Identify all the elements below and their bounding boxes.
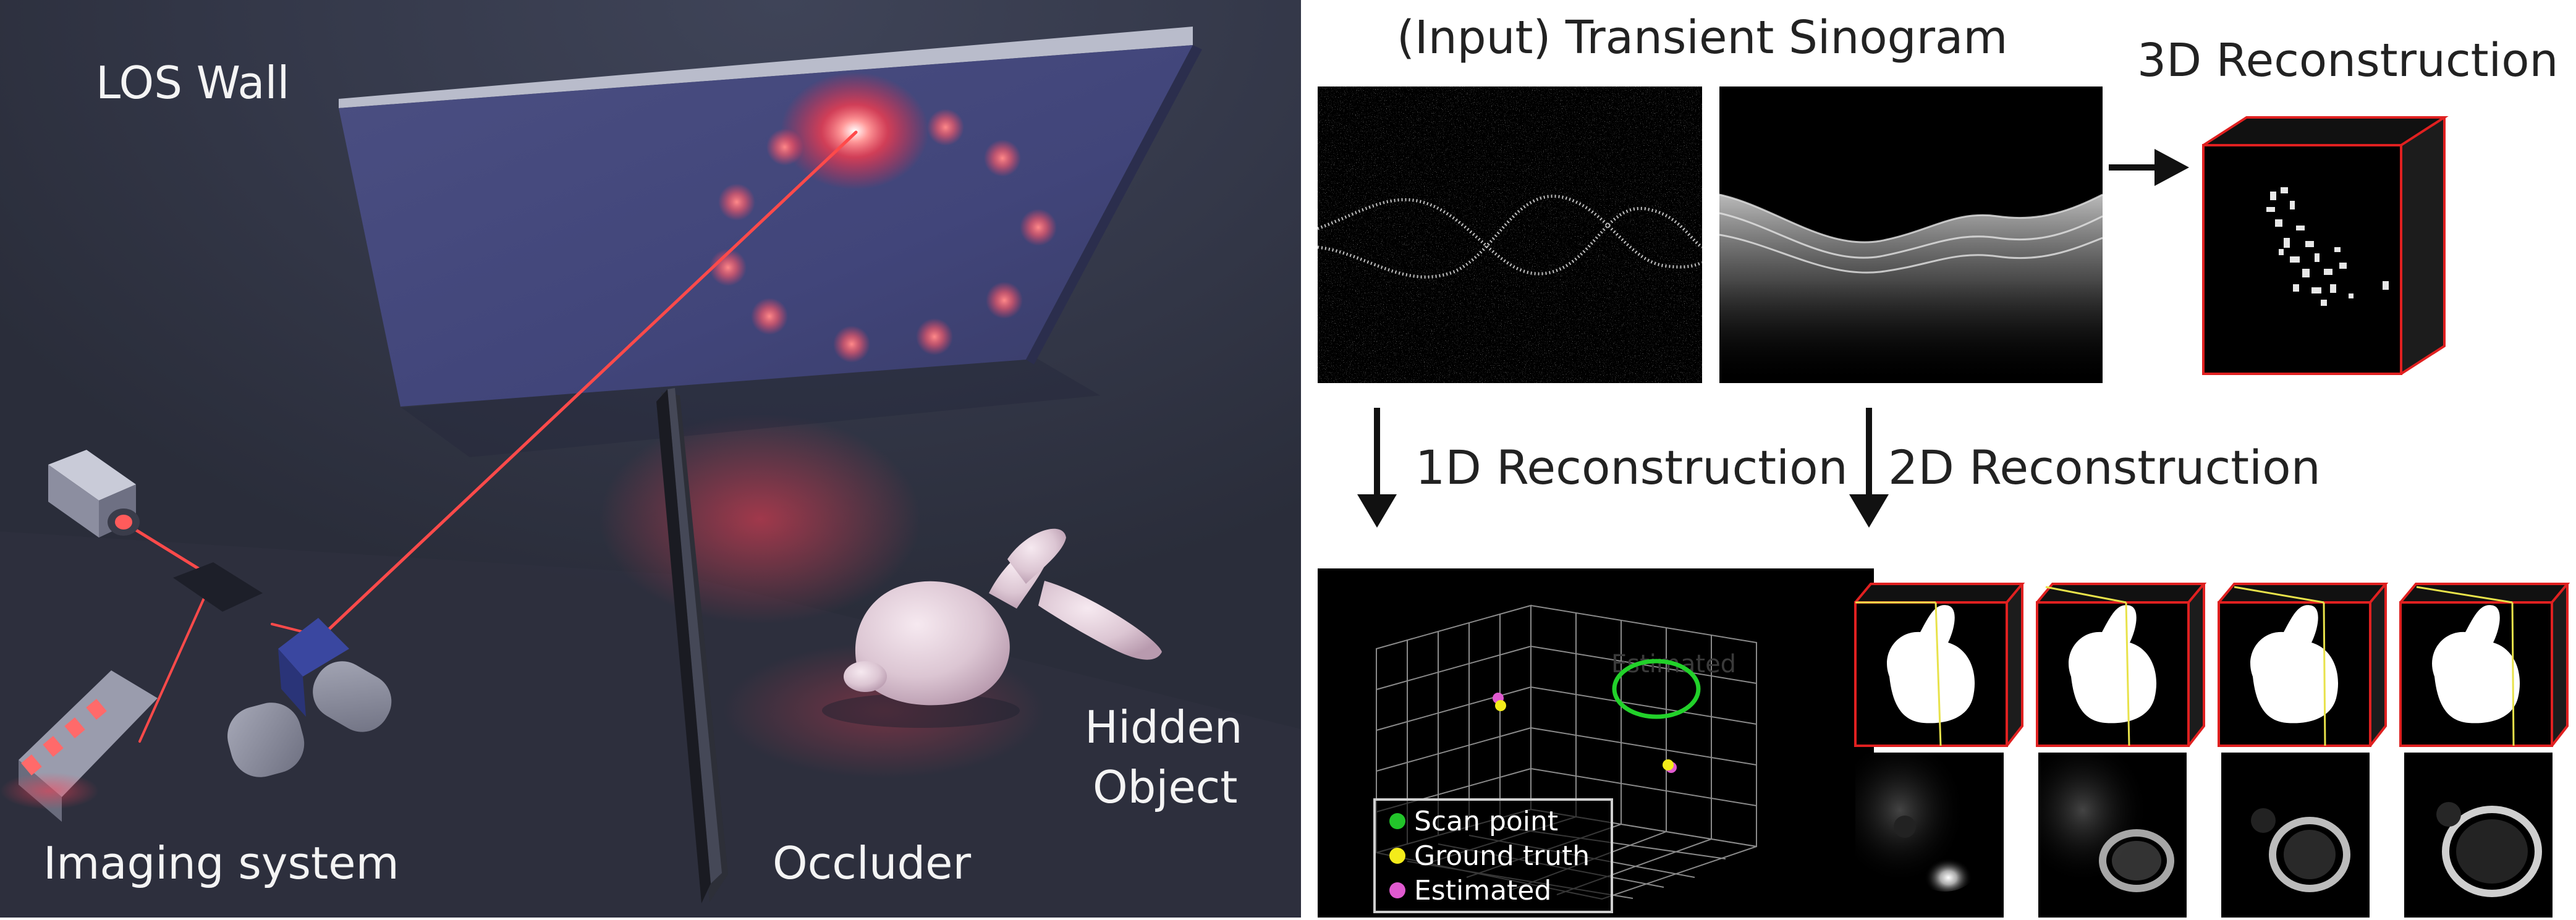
los-wall-label: LOS Wall <box>96 57 290 109</box>
scan-point-swatch <box>1389 813 1405 829</box>
recon-2d-cube-3 <box>2218 583 2387 747</box>
occluder <box>656 388 728 903</box>
ground-truth-point-2 <box>1663 759 1674 770</box>
recon-2d-image-2 <box>2038 753 2187 918</box>
occluder-label: Occluder <box>773 837 972 889</box>
legend-ground-truth: Ground truth <box>1414 840 1590 872</box>
hidden-object-label-line2: Object <box>1093 761 1238 813</box>
imaging-system <box>0 450 392 822</box>
recon-3d-title: 3D Reconstruction <box>2137 34 2559 87</box>
input-sinogram-title: (Input) Transient Sinogram <box>1397 11 2008 64</box>
recon-3d-points <box>2266 187 2389 306</box>
recon-2d-label: 2D Reconstruction <box>1888 440 2321 495</box>
experimental-scene: LOS Wall Imaging system Occluder Hidden … <box>0 0 1301 918</box>
recon-2d-cubes <box>1854 583 2569 747</box>
recon-1d-plot: Estimated Scan point Ground truth Estima… <box>1318 568 1874 918</box>
plot-legend: Scan point Ground truth Estimated <box>1373 798 1613 913</box>
recon-2d-cube-2 <box>2036 583 2205 747</box>
ground-truth-swatch <box>1389 848 1405 864</box>
legend-estimated: Estimated <box>1414 875 1552 906</box>
imaging-system-label: Imaging system <box>43 837 399 889</box>
arrow-to-3d <box>2109 164 2158 171</box>
clean-sinogram <box>1719 87 2103 383</box>
recon-2d-images <box>1855 753 2553 918</box>
arrow-to-3d-head <box>2154 149 2189 186</box>
arrow-to-1d <box>1374 408 1380 494</box>
scan-ring <box>1612 659 1701 719</box>
legend-scan-point: Scan point <box>1414 806 1559 837</box>
recon-3d-cube <box>2202 116 2449 375</box>
recon-2d-cube-1 <box>1854 583 2023 747</box>
laser-hotspot <box>781 72 929 190</box>
scene-illustration <box>0 27 1301 918</box>
arrow-to-2d-head <box>1849 494 1889 528</box>
arrow-to-2d <box>1866 408 1872 494</box>
recon-2d-image-4 <box>2404 753 2553 918</box>
recon-2d-cube-4 <box>2399 583 2569 747</box>
hidden-object-label-line1: Hidden <box>1085 701 1243 753</box>
noisy-sinogram <box>1317 87 1703 383</box>
hidden-object <box>822 528 1162 728</box>
recon-2d-image-1 <box>1855 753 2004 918</box>
estimated-swatch <box>1389 882 1405 898</box>
los-wall <box>339 27 1202 407</box>
reconstruction-panel: (Input) Transient Sinogram 3D Reconstruc… <box>1304 0 2576 918</box>
recon-1d-label: 1D Reconstruction <box>1415 440 1848 495</box>
recon-2d-image-3 <box>2221 753 2370 918</box>
arrow-to-1d-head <box>1357 494 1397 528</box>
ground-truth-point <box>1495 700 1506 711</box>
